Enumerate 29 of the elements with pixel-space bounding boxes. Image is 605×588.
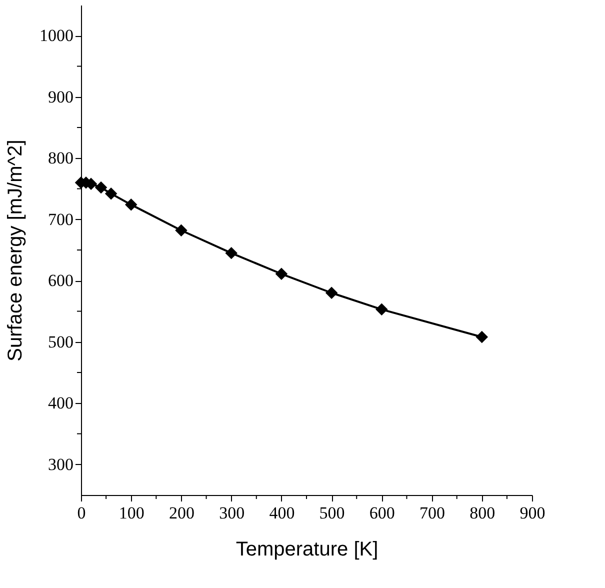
point [275,268,288,280]
y-tick-label: 400 [48,394,74,413]
y-tick-label: 1000 [40,26,74,46]
x-tick-label: 700 [420,504,446,522]
point [476,330,488,344]
point [94,181,108,194]
x-tick-label: 100 [118,504,144,522]
point [104,188,118,200]
x-axis-title: Temperature [K] [236,538,378,560]
point [376,303,388,316]
x-tick-label: 300 [219,504,245,522]
point [325,286,338,299]
x-tick-label: 0 [77,504,86,522]
y-axis-title: Surface energy [mJ/m^2] [4,140,26,362]
y-tick-label: 900 [48,87,74,106]
x-tick-label: 400 [269,504,295,522]
x-tick-label: 500 [319,504,345,522]
point [225,246,238,260]
x-tick-label: 800 [470,504,496,522]
point [124,198,138,211]
x-tick-label: 200 [168,504,194,522]
y-tick-label: 500 [48,332,74,352]
y-tick-label: 300 [48,454,74,474]
y-tick-label: 700 [48,210,74,229]
x-tick-label: 900 [520,504,546,522]
y-tick-label: 600 [48,271,74,290]
point [175,224,188,237]
y-tick-label: 800 [48,148,74,168]
x-tick-label: 600 [369,504,395,522]
